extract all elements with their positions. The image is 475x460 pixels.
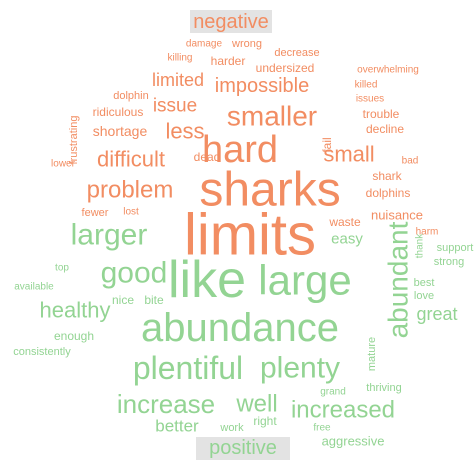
word: love [414,290,434,302]
word: wrong [231,38,262,50]
word: increased [291,397,395,424]
word: plentiful [133,350,243,386]
word: free [313,423,331,434]
word: fail [320,137,334,152]
word: difficult [97,147,165,172]
word: lower [51,159,76,170]
word: work [219,422,244,434]
word: harm [416,227,439,238]
word: undersized [256,61,315,75]
word: issues [356,94,384,105]
word: shortage [93,123,148,139]
word: nice [112,293,134,307]
word: ridiculous [93,105,144,119]
word: limited [152,70,204,90]
word: decrease [274,47,319,59]
group-label: negative [193,11,269,33]
word: bite [144,293,164,307]
word: large [258,257,351,304]
word: hard [202,129,278,171]
word: like [168,251,246,309]
word: mature [366,337,378,371]
word: best [414,277,435,289]
word: top [55,263,69,274]
group-label: positive [209,437,277,459]
label-box [190,10,272,33]
word: dolphin [113,90,148,102]
word: nuisance [371,208,423,223]
word: impossible [215,75,309,97]
word: dead [194,150,221,164]
label-box [196,437,290,460]
word: abundance [141,306,339,350]
word: support [437,242,474,254]
word: enough [54,329,94,343]
word: great [416,304,457,324]
word: thriving [366,382,401,394]
word: overwhelming [357,65,419,76]
word: plenty [260,352,340,385]
word: lost [123,207,139,218]
word: healthy [40,298,111,323]
word: right [253,414,277,428]
word: smaller [227,101,317,132]
word: bad [402,156,419,167]
word: killing [167,53,192,64]
word: thank [415,233,426,258]
word: sharks [199,164,340,217]
word: available [14,282,54,293]
word: better [155,417,199,436]
word: well [235,391,277,418]
word: waste [328,215,361,229]
word: good [101,257,168,290]
word: increase [117,389,215,419]
word: killed [355,80,378,91]
word: small [323,142,374,167]
word: damage [186,39,223,50]
word: decline [366,122,404,136]
word: aggressive [322,434,385,449]
word: dolphins [366,186,411,200]
word: fewer [82,207,109,219]
word: less [165,119,204,144]
word: larger [71,219,148,252]
word: consistently [13,346,71,358]
word: grand [320,387,346,398]
word: issue [153,96,197,117]
word: frustrating [68,116,80,165]
word: problem [87,177,174,204]
word: harder [211,54,246,68]
word: strong [434,256,465,268]
word: abundant [383,221,414,338]
word: shark [372,169,402,183]
word: easy [331,231,363,248]
word: limits [184,203,316,268]
word: trouble [363,107,400,121]
